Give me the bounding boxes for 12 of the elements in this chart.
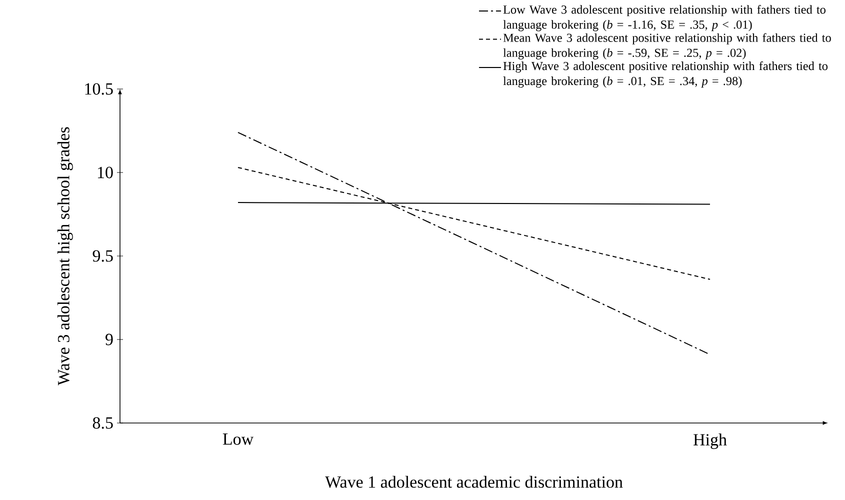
x-tick-label: High xyxy=(693,434,727,449)
legend-label: Mean Wave 3 adolescent positive relationship with fathers tied to language brokering (b = -.59, SE = .25, p = .02) xyxy=(503,33,831,60)
legend-label: Low Wave 3 adolescent positive relationship with fathers tied to language brokering (b = -1.16, SE = .35, p < .01) xyxy=(503,4,826,32)
y-axis-title: Wave 3 adolescent high school grades xyxy=(57,127,73,386)
x-tick-label: Low xyxy=(222,434,254,445)
y-tick-label: 10 xyxy=(98,166,113,178)
y-tick-label: 9.5 xyxy=(92,250,113,262)
y-tick-label: 10.5 xyxy=(85,83,113,95)
y-tick-label: 8.5 xyxy=(92,417,113,429)
y-tick-label: 9 xyxy=(106,334,113,346)
x-axis-title: Wave 1 adolescent academic discrimination xyxy=(325,476,623,488)
legend-label: High Wave 3 adolescent positive relationship with fathers tied to language brokering (b = .01, SE = .34, p = .98) xyxy=(503,61,828,88)
